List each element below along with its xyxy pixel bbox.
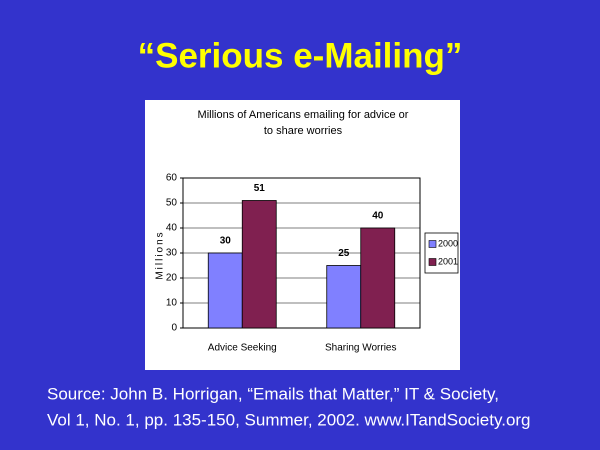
y-tick-label: 10 xyxy=(166,298,178,309)
y-axis-label: Millions xyxy=(155,230,166,279)
data-label: 25 xyxy=(338,248,350,259)
plot-border xyxy=(182,177,421,329)
legend-label: 2000 xyxy=(438,238,458,248)
y-tick-label: 60 xyxy=(166,173,178,184)
bar xyxy=(326,265,362,329)
y-tick-label: 30 xyxy=(166,248,178,259)
y-tick-label: 20 xyxy=(166,273,178,284)
bar xyxy=(360,227,396,329)
source-text: Source: John B. Horrigan, “Emails that M… xyxy=(47,384,499,403)
legend-label: 2001 xyxy=(438,256,458,266)
y-tick-label: 40 xyxy=(166,223,178,234)
legend-swatch xyxy=(428,258,437,266)
legend-swatch xyxy=(428,240,437,248)
chart-title: Millions of Americans emailing for advic… xyxy=(198,109,409,121)
bar xyxy=(207,252,243,329)
data-label: 51 xyxy=(254,183,266,194)
source-text: Vol 1, No. 1, pp. 135-150, Summer, 2002.… xyxy=(47,410,531,429)
x-tick-label: Advice Seeking xyxy=(208,343,277,354)
x-tick-label: Sharing Worries xyxy=(325,343,397,354)
y-tick-label: 0 xyxy=(171,323,177,334)
chart-title: to share worries xyxy=(264,125,343,137)
y-tick-label: 50 xyxy=(166,198,178,209)
legend-box xyxy=(424,232,459,274)
bar xyxy=(241,200,277,329)
chart-panel xyxy=(145,100,460,370)
slide-title: “Serious e-Mailing” xyxy=(138,36,463,75)
data-label: 40 xyxy=(372,211,384,222)
data-label: 30 xyxy=(220,236,232,247)
